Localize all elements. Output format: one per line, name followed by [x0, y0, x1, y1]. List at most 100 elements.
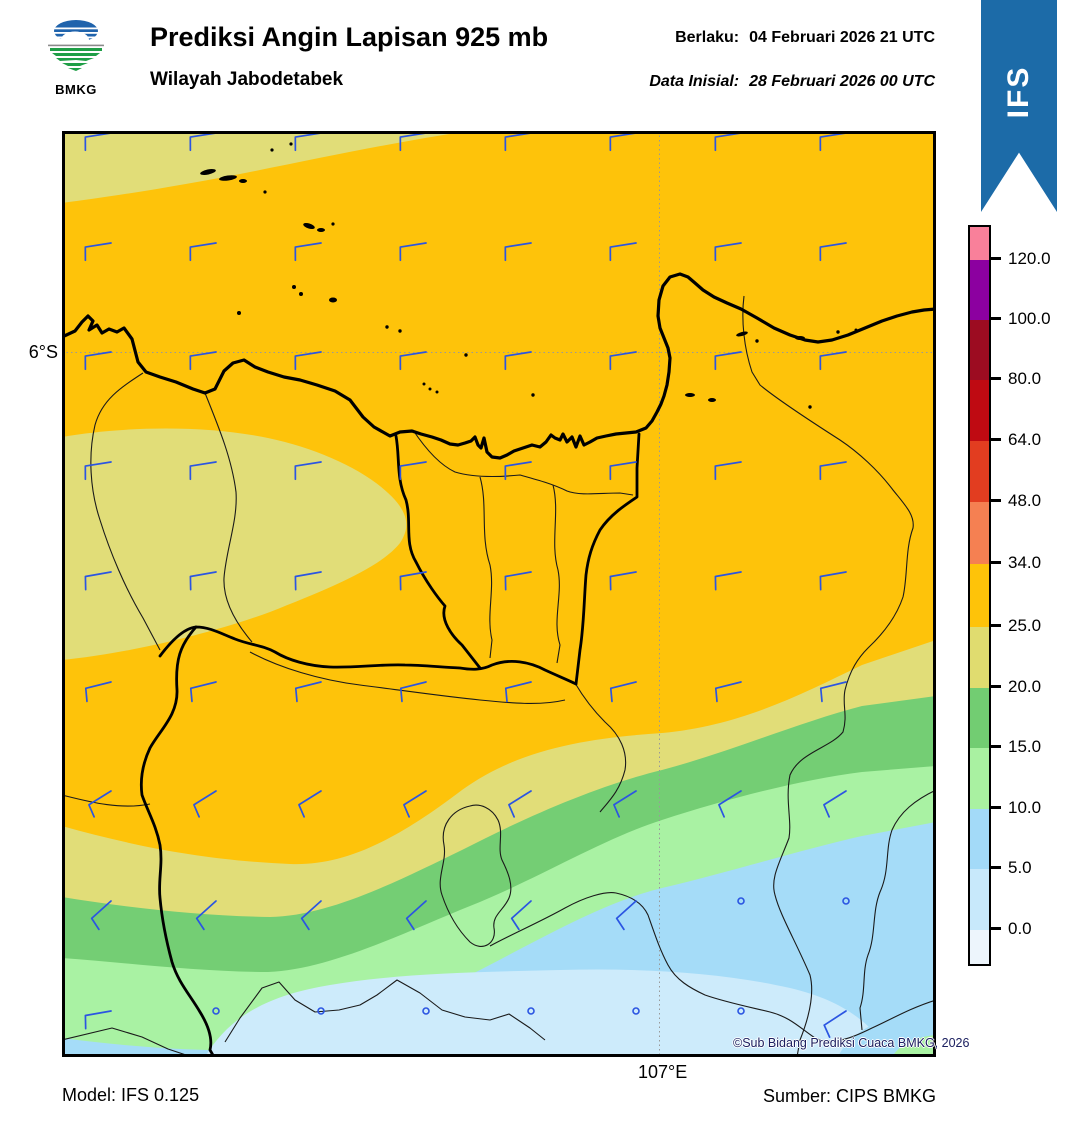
legend-tick-label: 15.0	[1008, 737, 1042, 756]
legend-segment	[970, 869, 989, 930]
legend-segment	[970, 627, 989, 688]
wind-barb-icon	[399, 571, 427, 591]
wind-barb-icon	[714, 242, 742, 262]
calm-wind-icon	[212, 1007, 220, 1015]
wind-barb-icon	[189, 242, 217, 262]
legend-tick-label: 34.0	[1008, 553, 1042, 572]
wind-barb-icon	[294, 242, 322, 262]
legend-tick-label: 64.0	[1008, 430, 1042, 449]
admin-boundaries-thick	[139, 432, 641, 1057]
windspeed-legend-colorbar	[968, 225, 991, 966]
legend-tickmark	[991, 438, 1001, 441]
windspeed-fill-midleft-20-25	[62, 428, 407, 660]
map-border	[62, 131, 936, 1057]
source-label: Sumber: CIPS BMKG	[762, 1086, 936, 1106]
wind-map	[62, 131, 936, 1057]
valid-time-line: Berlaku: 04 Februari 2026 21 UTC	[675, 29, 935, 47]
bmkg-logo: BMKG	[44, 16, 108, 97]
latitude-label: 6°S	[28, 342, 58, 362]
wind-barb-icon	[504, 242, 532, 262]
islands	[200, 142, 858, 409]
init-time-line: Data Inisial: 28 Februari 2026 00 UTC	[649, 73, 935, 91]
wind-barb-icon	[510, 900, 532, 931]
wind-barb-icon	[84, 1010, 112, 1030]
wind-barb-icon	[613, 790, 637, 818]
legend-tickmark	[991, 257, 1001, 260]
wind-barb-icon	[823, 1010, 847, 1039]
windspeed-fill-0-5	[205, 969, 893, 1057]
wind-barb-icon	[714, 571, 742, 591]
legend-tick-label: 120.0	[1008, 249, 1051, 268]
wind-barb-icon	[714, 351, 742, 371]
wind-barb-icon	[609, 681, 637, 703]
legend-tick-label: 0.0	[1008, 919, 1032, 938]
legend-segment	[970, 930, 989, 964]
model-label: Model: IFS 0.125	[62, 1085, 200, 1105]
wind-barb-icon	[609, 351, 637, 371]
legend-tickmark	[991, 866, 1001, 869]
valid-time-label: Berlaku:	[675, 29, 740, 46]
admin-boundaries-thin	[62, 295, 936, 1057]
wind-barb-icon	[84, 681, 112, 703]
legend-segment	[970, 380, 989, 441]
bmkg-logo-icon	[48, 18, 104, 74]
wind-barb-icon	[193, 790, 217, 818]
legend-segment	[970, 227, 989, 260]
wind-barb-icon	[90, 900, 112, 931]
wind-barb-icon	[298, 790, 322, 818]
calm-wind-icon	[632, 1007, 640, 1015]
wind-barb-icon	[399, 351, 427, 371]
wind-barb-icon	[819, 461, 847, 481]
wind-barb-icon	[504, 571, 532, 591]
init-time-value: 28 Februari 2026 00 UTC	[749, 73, 935, 90]
calm-wind-icon	[842, 897, 850, 905]
bmkg-logo-label: BMKG	[55, 82, 97, 97]
wind-barb-icon	[819, 571, 847, 591]
wind-barb-icon	[615, 900, 637, 931]
wind-barb-icon	[294, 351, 322, 371]
wind-barb-icon	[405, 900, 427, 931]
wind-barb-icon	[823, 790, 847, 818]
wind-barb-icon	[399, 242, 427, 262]
wind-map-canvas	[62, 131, 936, 1057]
ifs-model-ribbon: IFS	[981, 0, 1057, 212]
windspeed-fill-corner-10-15	[892, 1035, 936, 1057]
legend-tickmark	[991, 624, 1001, 627]
legend-segment	[970, 502, 989, 564]
wind-barb-icon	[189, 461, 217, 481]
calm-wind-icon	[737, 897, 745, 905]
legend-tick-label: 80.0	[1008, 369, 1042, 388]
wind-barb-icon	[300, 900, 322, 931]
wind-barb-icon	[714, 461, 742, 481]
legend-tickmark	[991, 745, 1001, 748]
wind-barb-icon	[508, 790, 532, 818]
wind-barb-icon	[88, 790, 112, 818]
wind-barb-icon	[84, 571, 112, 591]
wind-barb-icon	[504, 351, 532, 371]
wind-barbs	[84, 132, 850, 1039]
copyright-text: ©Sub Bidang Prediksi Cuaca BMKG, 2026	[733, 1036, 970, 1050]
page-subtitle: Wilayah Jabodetabek	[150, 69, 344, 90]
legend-tickmark	[991, 927, 1001, 930]
legend-tickmark	[991, 317, 1001, 320]
valid-time-value: 04 Februari 2026 21 UTC	[749, 29, 935, 46]
wind-barb-icon	[609, 571, 637, 591]
wind-barb-icon	[84, 351, 112, 371]
wind-barb-icon	[189, 681, 217, 703]
init-time-label: Data Inisial:	[649, 73, 740, 90]
wind-barb-icon	[609, 461, 637, 481]
wind-barb-icon	[84, 461, 112, 481]
legend-tick-label: 5.0	[1008, 858, 1032, 877]
legend-tick-label: 100.0	[1008, 309, 1051, 328]
wind-barb-icon	[819, 242, 847, 262]
wind-barb-icon	[294, 461, 322, 481]
legend-segment	[970, 260, 989, 320]
legend-tick-label: 48.0	[1008, 491, 1042, 510]
wind-barb-icon	[399, 681, 427, 703]
wind-barb-icon	[84, 242, 112, 262]
calm-wind-icon	[527, 1007, 535, 1015]
coastline	[62, 272, 936, 460]
page-title: Prediksi Angin Lapisan 925 mb	[150, 22, 549, 52]
legend-tick-label: 10.0	[1008, 798, 1042, 817]
legend-tick-label: 25.0	[1008, 616, 1042, 635]
